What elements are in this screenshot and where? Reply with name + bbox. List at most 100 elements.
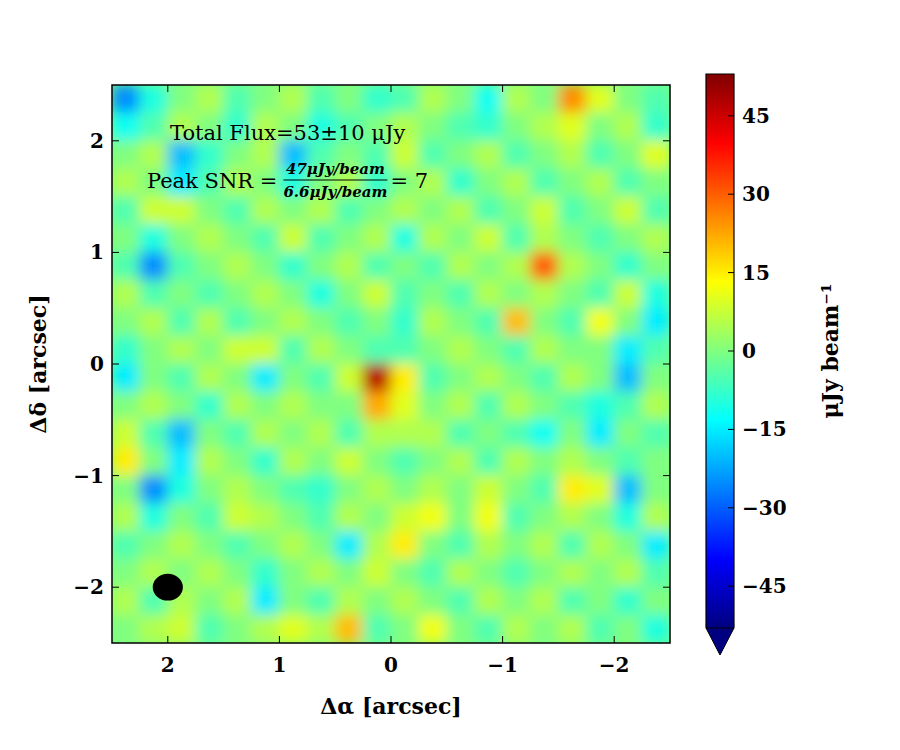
cell — [474, 252, 503, 281]
cell — [335, 336, 364, 365]
cell — [502, 391, 531, 420]
cell — [530, 224, 559, 253]
cell — [167, 615, 196, 643]
cell — [195, 615, 224, 643]
cell — [223, 280, 252, 309]
cell — [391, 308, 420, 337]
cell — [614, 224, 643, 253]
x-tick — [279, 636, 280, 643]
x-tick — [614, 636, 615, 643]
cell — [112, 140, 140, 169]
colorbar-frame — [706, 74, 734, 628]
cell — [167, 280, 196, 309]
cell — [279, 391, 308, 420]
cell — [642, 475, 670, 504]
cell — [167, 196, 196, 225]
cell — [335, 308, 364, 337]
cell — [112, 280, 140, 309]
cell — [167, 391, 196, 420]
y-tick-right — [663, 475, 670, 476]
cell — [223, 447, 252, 476]
cell — [586, 615, 615, 643]
cell — [391, 615, 420, 643]
cell — [307, 447, 336, 476]
cell — [335, 85, 364, 113]
cell — [195, 308, 224, 337]
cell — [139, 475, 168, 504]
cell — [307, 364, 336, 393]
cell — [474, 391, 503, 420]
cell — [558, 447, 587, 476]
cell — [223, 587, 252, 616]
cell — [474, 447, 503, 476]
cell — [530, 364, 559, 393]
cell — [139, 224, 168, 253]
cell — [391, 503, 420, 532]
colorbar-tick — [728, 272, 734, 273]
cell — [363, 447, 392, 476]
cell — [112, 196, 140, 225]
cell — [418, 85, 447, 113]
cell — [251, 224, 280, 253]
cell — [279, 447, 308, 476]
cell — [167, 531, 196, 560]
cell — [642, 280, 670, 309]
cell — [642, 336, 670, 365]
cell — [446, 196, 475, 225]
cell — [139, 85, 168, 113]
cell — [614, 419, 643, 448]
cell — [474, 559, 503, 588]
snr-result: = 7 — [390, 169, 428, 193]
cell — [418, 559, 447, 588]
cell — [474, 419, 503, 448]
cell — [530, 447, 559, 476]
cell — [418, 140, 447, 169]
x-tick-label: −1 — [487, 653, 518, 677]
y-axis-title: Δδ [arcsec] — [25, 294, 51, 433]
cell — [391, 224, 420, 253]
x-tick-label: 0 — [384, 653, 398, 677]
cell — [335, 475, 364, 504]
cell — [642, 364, 670, 393]
cell — [363, 419, 392, 448]
cell — [502, 419, 531, 448]
cell — [279, 85, 308, 113]
cell — [251, 503, 280, 532]
cell — [418, 280, 447, 309]
y-tick — [112, 475, 119, 476]
cell — [614, 503, 643, 532]
cell — [446, 140, 475, 169]
cell — [558, 280, 587, 309]
cell — [195, 280, 224, 309]
cell — [642, 559, 670, 588]
cell — [391, 587, 420, 616]
cell — [335, 364, 364, 393]
cell — [614, 531, 643, 560]
colorbar-tick — [728, 507, 734, 508]
cell — [446, 475, 475, 504]
cell — [530, 280, 559, 309]
snr-label: Peak SNR = — [147, 169, 277, 193]
cell — [586, 308, 615, 337]
cell — [642, 112, 670, 141]
cell — [112, 112, 140, 141]
cell — [586, 280, 615, 309]
cell — [167, 503, 196, 532]
cell — [558, 168, 587, 197]
cell — [558, 196, 587, 225]
cell — [363, 308, 392, 337]
cell — [642, 168, 670, 197]
cell — [139, 280, 168, 309]
cell — [642, 391, 670, 420]
cell — [112, 531, 140, 560]
cell — [558, 85, 587, 113]
cell — [418, 308, 447, 337]
cell — [530, 503, 559, 532]
colorbar-tick-label: −15 — [742, 417, 787, 441]
cell — [363, 503, 392, 532]
cell — [614, 280, 643, 309]
cell — [502, 615, 531, 643]
cell — [530, 587, 559, 616]
cell — [112, 475, 140, 504]
cell — [112, 336, 140, 365]
